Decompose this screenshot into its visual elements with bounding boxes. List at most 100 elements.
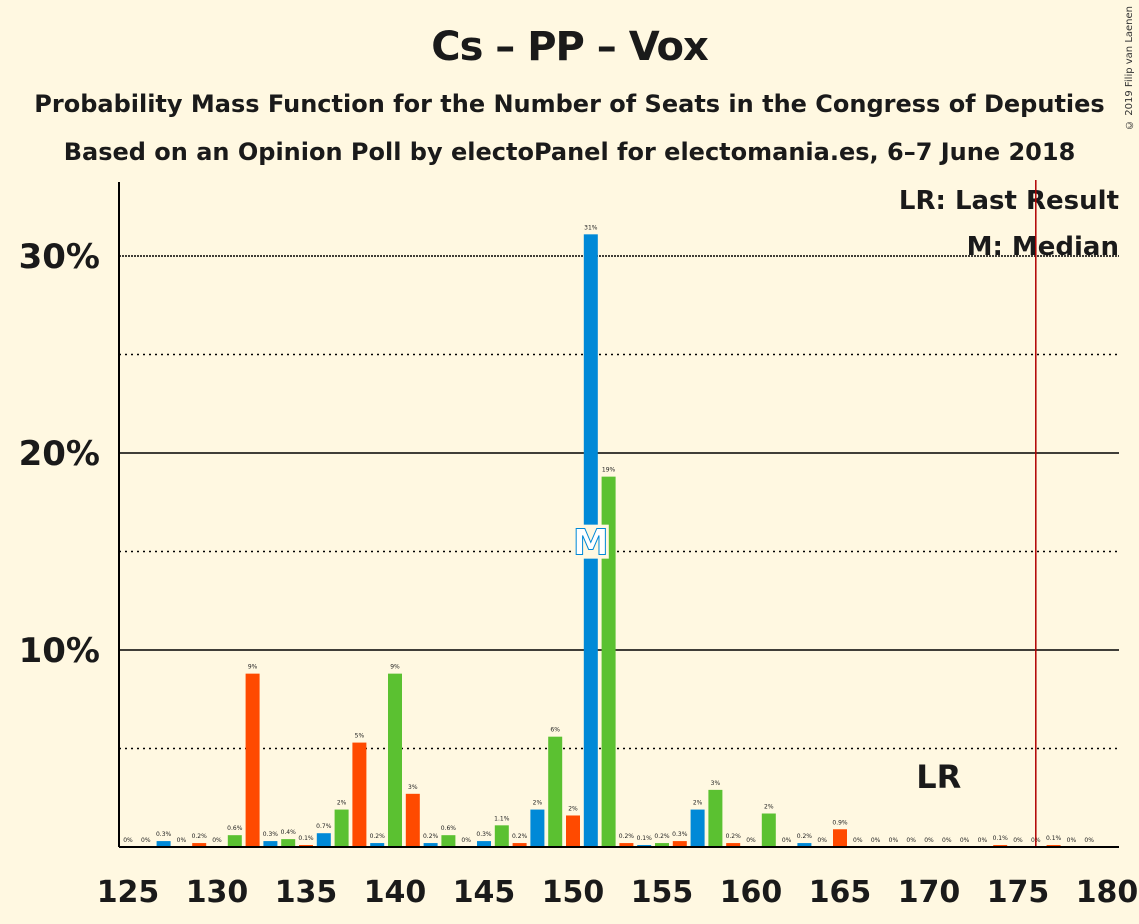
bar-value-label: 0.1% [298, 835, 314, 842]
bar-value-label: 6% [550, 727, 560, 734]
bar [477, 841, 491, 847]
bar-value-label: 0% [1084, 837, 1094, 844]
chart-title: Cs – PP – Vox [431, 24, 709, 70]
bar-value-label: 3% [711, 780, 721, 787]
bar-value-label: 31% [584, 224, 598, 231]
bar-value-label: 0% [978, 837, 988, 844]
bar [619, 843, 634, 847]
bar-value-label: 0% [461, 837, 471, 844]
y-tick-label: 20% [19, 434, 100, 474]
x-tick-label: 175 [987, 875, 1050, 910]
x-tick-label: 170 [898, 875, 961, 910]
median-marker: M [573, 523, 609, 564]
legend-last-result: LR: Last Result [898, 186, 1119, 216]
bar [441, 835, 456, 847]
bar [316, 833, 331, 847]
bar-value-label: 0% [942, 837, 952, 844]
bar-value-label: 0.1% [1046, 835, 1062, 842]
y-tick-label: 30% [19, 237, 100, 277]
bar-value-label: 0.2% [797, 833, 813, 840]
chart-subtitle: Probability Mass Function for the Number… [34, 90, 1105, 118]
bar-value-label: 0% [924, 837, 934, 844]
bar-value-label: 0% [123, 837, 133, 844]
bar-value-label: 0.1% [993, 835, 1009, 842]
bar-value-label: 0% [1013, 837, 1023, 844]
bar-value-label: 0.2% [619, 833, 635, 840]
bar-value-label: 0.4% [281, 829, 297, 836]
legend-median: M: Median [966, 232, 1119, 262]
bar-value-label: 0.3% [263, 831, 279, 838]
bar-value-label: 0% [141, 837, 151, 844]
x-tick-label: 140 [364, 875, 427, 910]
x-tick-label: 150 [542, 875, 605, 910]
bar-value-label: 2% [568, 805, 578, 812]
bar-value-label: 9% [248, 664, 258, 671]
bar-value-label: 0% [212, 837, 222, 844]
bar [192, 843, 207, 847]
bar-value-label: 0.6% [441, 825, 457, 832]
bar [548, 736, 563, 847]
bar-value-label: 0% [782, 837, 792, 844]
bar [690, 809, 705, 847]
bar [334, 809, 349, 847]
bar-value-label: 0% [177, 837, 187, 844]
bar-value-label: 0% [817, 837, 827, 844]
bar [281, 839, 296, 847]
bar-value-label: 2% [337, 800, 347, 807]
x-tick-label: 130 [186, 875, 249, 910]
bar-value-label: 0.2% [512, 833, 528, 840]
bar [566, 815, 580, 847]
bar [655, 843, 669, 847]
bar [761, 813, 776, 847]
bar-value-label: 0.1% [637, 835, 653, 842]
x-tick-label: 160 [720, 875, 783, 910]
x-tick-label: 135 [275, 875, 338, 910]
bar [245, 673, 260, 847]
bar [512, 843, 527, 847]
bar [227, 835, 242, 847]
bar-value-label: 0.3% [476, 831, 492, 838]
bar-value-label: 19% [602, 467, 616, 474]
chart-source: Based on an Opinion Poll by electoPanel … [63, 138, 1076, 166]
bar-value-label: 3% [408, 784, 418, 791]
bar [494, 825, 509, 847]
bar-value-label: 0% [889, 837, 899, 844]
bar-value-label: 0% [1067, 837, 1077, 844]
x-tick-label: 165 [809, 875, 872, 910]
bar [601, 476, 616, 847]
bar-value-label: 0% [871, 837, 881, 844]
bar-value-label: 0.6% [227, 825, 243, 832]
bar-value-label: 0.2% [423, 833, 439, 840]
bar [156, 841, 171, 847]
bar [388, 673, 402, 847]
bar-value-label: 0.7% [316, 823, 332, 830]
bar-value-label: 0.2% [192, 833, 208, 840]
bar-value-label: 0% [853, 837, 863, 844]
bar [263, 841, 278, 847]
bar-value-label: 2% [693, 800, 703, 807]
x-tick-label: 145 [453, 875, 516, 910]
bar [672, 841, 687, 847]
bar [530, 809, 545, 847]
bar-value-label: 0% [960, 837, 970, 844]
bar-value-label: 0.9% [832, 819, 848, 826]
median-marker-background [572, 524, 609, 559]
bar [797, 843, 812, 847]
bar-value-label: 0.2% [654, 833, 670, 840]
bar-value-label: 0% [746, 837, 756, 844]
bar [370, 843, 385, 847]
bar-value-label: 1.1% [494, 815, 510, 822]
bar-value-label: 5% [355, 733, 365, 740]
bar [352, 742, 367, 847]
bar-value-label: 0% [906, 837, 916, 844]
bar [405, 793, 420, 847]
x-tick-label: 125 [97, 875, 160, 910]
y-tick-label: 10% [19, 631, 100, 671]
bar-value-label: 0.2% [726, 833, 742, 840]
bar-value-label: 9% [390, 664, 400, 671]
x-tick-label: 155 [631, 875, 694, 910]
bar-value-label: 2% [533, 800, 543, 807]
last-result-marker: LR [916, 758, 961, 796]
bar-value-label: 0.3% [156, 831, 172, 838]
